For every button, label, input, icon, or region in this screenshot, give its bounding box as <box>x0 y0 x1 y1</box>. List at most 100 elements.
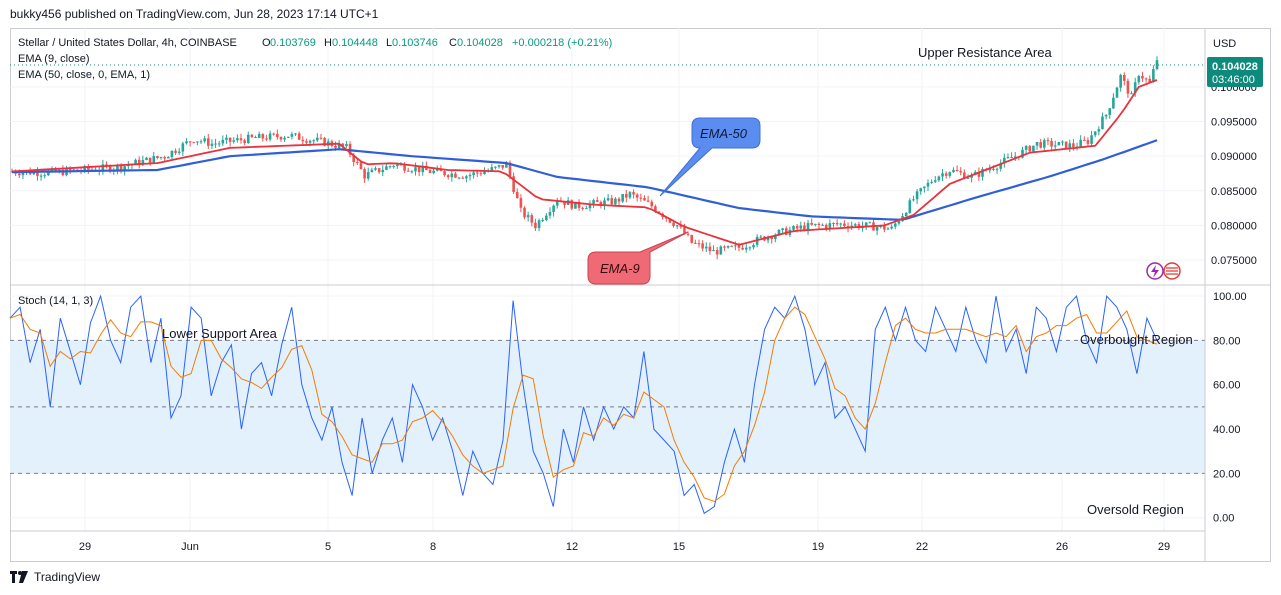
candle-body <box>483 171 486 175</box>
time-tick-label: 22 <box>916 541 928 553</box>
candle-body <box>1068 143 1072 149</box>
ema9-callout: EMA-9 <box>587 231 689 285</box>
price-tick-label: 0.085000 <box>1211 186 1257 198</box>
candle-body <box>530 215 534 223</box>
candle-body <box>443 171 446 176</box>
candle-body <box>450 173 454 178</box>
candle-body <box>988 168 992 171</box>
candle-body <box>254 137 257 139</box>
candle-body <box>835 223 839 225</box>
candle-body <box>933 180 937 182</box>
ema50-callout-label: EMA-50 <box>700 126 748 141</box>
candle-body <box>457 177 461 179</box>
candle-body <box>323 137 326 146</box>
svg-text:H: H <box>324 37 332 49</box>
time-axis[interactable]: 29 Jun 5 8 12 15 19 22 26 29 <box>79 541 1170 553</box>
candle-body <box>741 247 744 250</box>
candle-body <box>1072 143 1075 148</box>
candle-body <box>545 215 548 221</box>
candle-body <box>977 172 981 177</box>
candle-body <box>1035 142 1039 146</box>
stoch-tick-label: 40.00 <box>1213 424 1241 436</box>
chart-frame <box>10 28 1271 562</box>
candle-body <box>955 169 959 172</box>
candle-body <box>39 175 43 177</box>
candle-body <box>156 156 159 158</box>
candle-body <box>875 227 879 231</box>
legend-symbol[interactable]: Stellar / United States Dollar, 4h, COIN… <box>18 37 237 49</box>
candle-body <box>316 137 319 141</box>
legend-stoch[interactable]: Stoch (14, 1, 3) <box>18 295 93 307</box>
candle-body <box>617 198 621 202</box>
candle-body <box>381 169 385 173</box>
candle-body <box>236 138 239 141</box>
candle-body <box>1064 141 1068 149</box>
candle-body <box>981 169 984 177</box>
candle-body <box>1013 156 1017 158</box>
candle-body <box>1112 97 1115 109</box>
candle-body <box>923 186 926 189</box>
candle-body <box>1024 146 1028 150</box>
footer[interactable]: TradingView <box>10 566 100 588</box>
candle-body <box>501 165 505 168</box>
price-tick-label: 0.080000 <box>1211 220 1257 232</box>
currency-label[interactable]: USD <box>1213 38 1236 50</box>
candle-body <box>221 139 225 144</box>
price-tick-label: 0.090000 <box>1211 151 1257 163</box>
candle-body <box>821 224 824 226</box>
candle-body <box>759 236 763 238</box>
candle-body <box>268 133 272 140</box>
candle-body <box>577 201 581 208</box>
candle-body <box>454 173 457 178</box>
candle-body <box>970 174 973 178</box>
candle-body <box>319 137 323 139</box>
candle-body <box>919 188 923 192</box>
stoch-tick-label: 0.00 <box>1213 513 1234 525</box>
candle-body <box>686 234 690 236</box>
candle-body <box>963 172 966 179</box>
candle-body <box>712 250 715 252</box>
stoch-lines-layer <box>9 294 1158 515</box>
candle-body <box>356 162 359 164</box>
candle-body <box>552 205 555 213</box>
candle-body <box>646 200 650 202</box>
candle-body <box>1130 93 1133 95</box>
candle-body <box>239 138 243 141</box>
price-axis[interactable]: 0.1000000.0950000.0900000.0850000.080000… <box>1211 82 1257 267</box>
candle-body <box>679 225 683 227</box>
candle-body <box>203 138 206 142</box>
candle-body <box>152 156 156 164</box>
candle-body <box>301 139 305 142</box>
candle-body <box>174 150 177 153</box>
candle-body <box>995 168 999 170</box>
candle-body <box>276 133 279 138</box>
candle-body <box>643 198 646 201</box>
stoch-axis[interactable]: 100.00 80.00 60.00 40.00 20.00 0.00 <box>1213 291 1247 525</box>
candle-body <box>414 167 417 172</box>
candle-body <box>1006 157 1010 159</box>
candle-body <box>232 140 236 142</box>
candle-body <box>435 168 439 171</box>
candle-body <box>886 228 890 230</box>
candle-body <box>421 165 425 173</box>
candle-body <box>1003 157 1006 164</box>
last-price-value: 0.104028 <box>1212 61 1258 73</box>
candle-body <box>214 143 217 145</box>
candle-body <box>893 223 897 227</box>
candle-body <box>512 176 515 193</box>
time-tick-label: 29 <box>1158 541 1170 553</box>
candle-body <box>54 168 57 172</box>
candle-body <box>672 222 675 227</box>
svg-text:C: C <box>449 37 457 49</box>
candle-body <box>490 167 494 171</box>
candle-body <box>388 166 392 168</box>
legend-ema9[interactable]: EMA (9, close) <box>18 53 90 65</box>
candle-body <box>526 215 530 218</box>
candle-body <box>446 175 450 178</box>
candle-body <box>632 192 635 195</box>
legend-ema50[interactable]: EMA (50, close, 0, EMA, 1) <box>18 69 150 81</box>
candle-body <box>1108 108 1112 115</box>
candle-body <box>719 246 723 255</box>
candle-body <box>897 221 901 224</box>
